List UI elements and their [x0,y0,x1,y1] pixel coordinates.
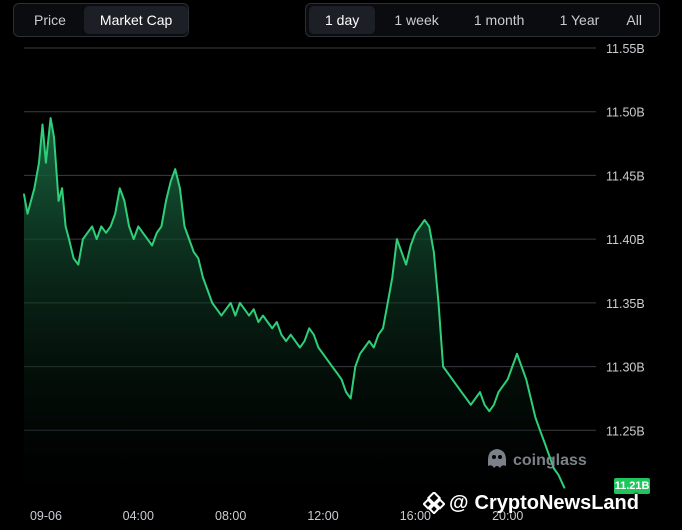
source-watermark: @ CryptoNewsLand [423,489,639,517]
range-1-month-button[interactable]: 1 month [473,12,525,28]
y-tick-label: 11.55B [606,42,645,56]
y-tick-label: 11.30B [606,361,645,375]
metric-market-cap-button[interactable]: Market Cap [83,6,189,34]
x-tick-label: 12:00 [307,509,338,523]
range-1-day-button[interactable]: 1 day [309,6,376,34]
y-tick-label: 11.40B [606,233,645,247]
y-tick-label: 11.50B [606,106,645,120]
x-tick-label: 20:00 [492,509,523,523]
diamond-logo-icon [423,492,445,514]
coinglass-wordmark: coinglass [513,452,587,469]
y-axis-labels: 11.25B 11.30B 11.35B 11.40B 11.45B 11.50B 11.5… [606,42,645,438]
y-tick-label: 11.35B [606,297,645,311]
x-tick-label: 08:00 [215,509,246,523]
range-all-button[interactable]: All [626,12,642,28]
metric-price-button[interactable]: Price [34,12,66,28]
x-axis-labels: 09-06 04:00 08:00 12:00 16:00 20:00 [30,509,523,523]
x-tick-label: 09-06 [30,509,62,523]
range-1-year-button[interactable]: 1 Year [559,12,600,28]
y-tick-label: 11.45B [606,169,645,183]
source-name: CryptoNewsLand [474,491,639,514]
x-tick-label: 04:00 [123,509,154,523]
metric-toggle: Price Market Cap [13,3,189,37]
range-1-week-button[interactable]: 1 week [394,12,439,28]
current-value-badge: 11.21B [614,478,650,494]
coinglass-logo-icon [488,449,506,468]
source-at-sign: @ [449,491,469,514]
time-range-toggle: 1 day 1 week 1 month 1 Year All [305,3,660,37]
coinglass-watermark: coinglass [488,449,587,469]
market-cap-line [23,117,566,489]
area-fill [24,118,565,494]
y-tick-label: 11.25B [606,424,645,438]
x-tick-label: 16:00 [400,509,431,523]
